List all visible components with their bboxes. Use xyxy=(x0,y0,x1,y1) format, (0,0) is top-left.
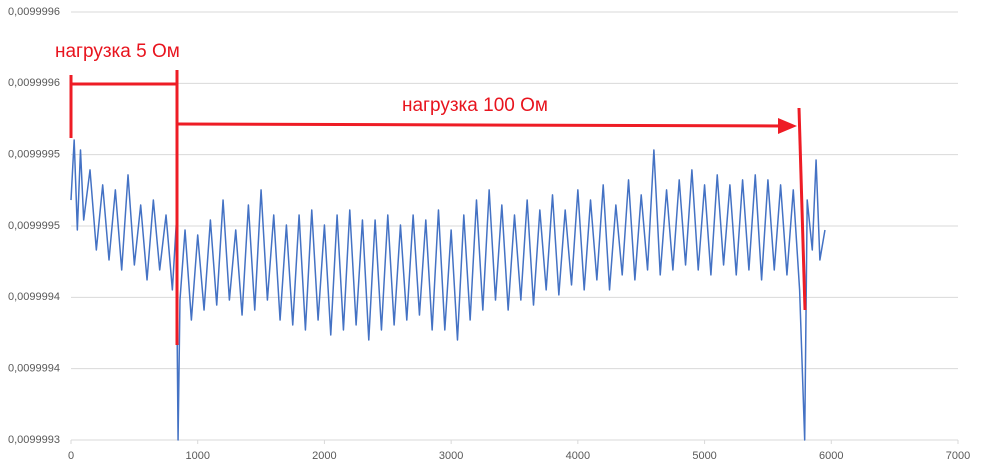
x-tick-label: 5000 xyxy=(692,450,716,462)
y-tick-label: 0,0099995 xyxy=(8,220,60,232)
arrow-head xyxy=(778,118,797,134)
annotation-arrows xyxy=(69,70,807,345)
y-tick-label: 0,0099996 xyxy=(8,77,60,89)
series-line xyxy=(70,139,826,441)
annotation: нагрузка 100 Ом xyxy=(402,95,548,116)
x-tick-label: 0 xyxy=(68,450,74,462)
plot: 0,0099993 0,0099994 0,0099994 0,0099995 0,00… xyxy=(8,6,970,462)
y-tick-label: 0,0099994 xyxy=(8,363,60,375)
annotation: нагрузка 5 Ом xyxy=(55,41,180,62)
y-tick-label: 0,0099996 xyxy=(8,6,60,18)
x-tick-label: 7000 xyxy=(946,450,970,462)
x-tick-label: 4000 xyxy=(566,450,590,462)
y-tick-label: 0,0099993 xyxy=(8,434,60,446)
x-tick-label: 1000 xyxy=(185,450,209,462)
y-tick-label: 0,0099995 xyxy=(8,149,60,161)
y-tick-label: 0,0099994 xyxy=(8,291,60,303)
arrow xyxy=(176,122,783,128)
x-tick-label: 3000 xyxy=(439,450,463,462)
x-tick-label: 2000 xyxy=(312,450,336,462)
bracket xyxy=(797,107,807,311)
x-tick-label: 6000 xyxy=(819,450,843,462)
